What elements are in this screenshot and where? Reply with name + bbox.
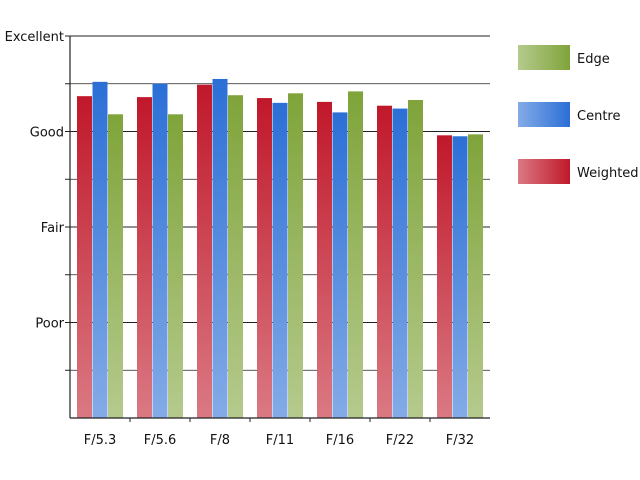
- x-tick-label: F/5.3: [84, 433, 117, 448]
- bar-centre-F32: [452, 136, 468, 418]
- x-tick-label: F/22: [386, 433, 414, 448]
- bars: [77, 78, 483, 419]
- bar-edge-F8: [228, 95, 243, 419]
- bar-edge-F16: [348, 91, 363, 418]
- x-tick-label: F/11: [266, 433, 294, 448]
- bar-centre-F11: [272, 102, 288, 418]
- axes: [65, 35, 490, 422]
- legend-swatch-centre: [518, 102, 570, 127]
- bar-weighted-F8: [197, 84, 212, 418]
- y-tick-label: Excellent: [5, 30, 64, 45]
- x-tick-label: F/5.6: [144, 433, 177, 448]
- legend-label-centre: Centre: [577, 109, 620, 124]
- bar-weighted-F56: [137, 97, 152, 419]
- bar-edge-F56: [168, 114, 183, 418]
- x-tick-label: F/16: [326, 433, 354, 448]
- y-tick-labels: Poor Fair Good Excellent: [5, 30, 65, 332]
- legend-swatch-edge: [518, 45, 570, 70]
- legend-label-edge: Edge: [577, 52, 610, 67]
- y-tick-label: Poor: [35, 317, 64, 332]
- y-tick-label: Fair: [41, 221, 65, 236]
- bar-weighted-F32: [437, 135, 452, 418]
- legend-swatch-weighted: [518, 159, 570, 184]
- bar-edge-F11: [288, 93, 303, 419]
- legend: Edge Centre Weighted: [518, 45, 639, 184]
- bar-edge-F53: [108, 114, 123, 418]
- x-tick-label: F/32: [446, 433, 474, 448]
- bar-edge-F32: [468, 134, 483, 419]
- y-tick-label: Good: [30, 126, 64, 141]
- bar-centre-F53: [92, 81, 108, 418]
- x-tick-label: F/8: [210, 433, 230, 448]
- bar-weighted-F53: [77, 96, 92, 418]
- legend-label-weighted: Weighted: [577, 166, 639, 181]
- x-tick-labels: F/5.3 F/5.6 F/8 F/11 F/16 F/22 F/32: [84, 433, 474, 448]
- bar-centre-F16: [332, 112, 348, 419]
- bar-edge-F22: [408, 99, 423, 419]
- bar-weighted-F16: [317, 101, 332, 419]
- bar-weighted-F22: [377, 105, 392, 418]
- bar-weighted-F11: [257, 98, 272, 418]
- bar-centre-F56: [152, 83, 168, 418]
- bar-centre-F22: [392, 108, 408, 418]
- bar-centre-F8: [212, 78, 228, 418]
